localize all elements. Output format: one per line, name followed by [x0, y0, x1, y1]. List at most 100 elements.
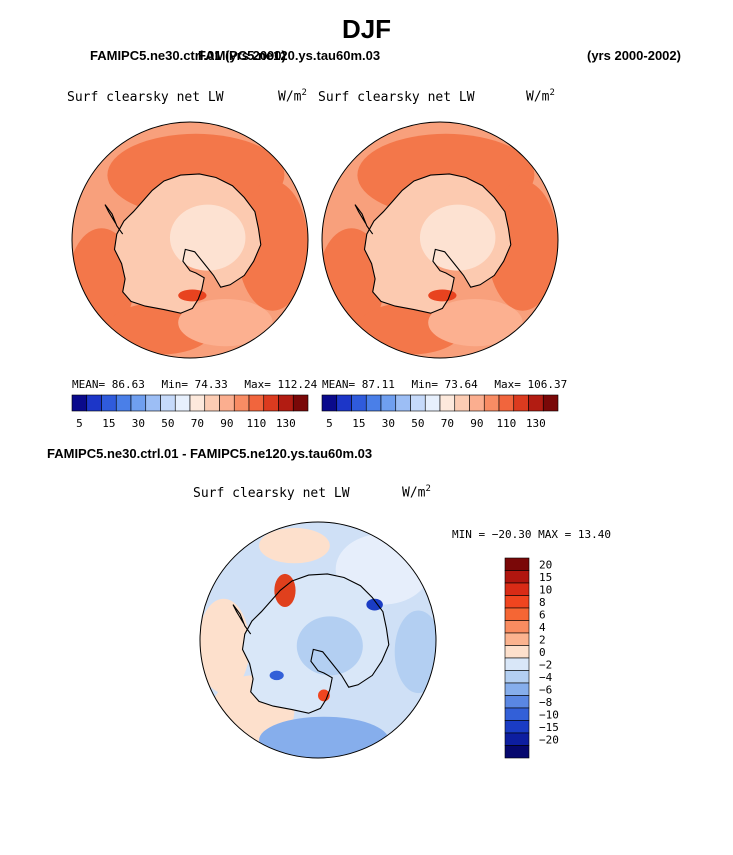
colorbar-cell: [504, 682, 530, 696]
colorbar-tick-label: −6: [539, 684, 552, 697]
colorbar-cell: [504, 707, 530, 721]
plateau-field: [419, 204, 496, 271]
colorbar-tick-label: 20: [539, 559, 552, 572]
colorbar-tick-label: −8: [539, 696, 552, 709]
colorbar-tick-label: 70: [441, 417, 454, 430]
colorbar-tick-label: 5: [326, 417, 333, 430]
map-border: [321, 121, 559, 359]
colorbar-cell: [395, 394, 411, 412]
field-band: [428, 299, 523, 347]
case-left-title: FAMIPC5.ne30.ctrl.01 (yrs 2000): [90, 48, 286, 63]
colorbar-tick-label: 130: [276, 417, 296, 430]
plateau-field: [169, 204, 246, 271]
panel-right-units-base: W/m: [526, 89, 550, 105]
peninsula-coastline: [354, 204, 374, 235]
colorbar-cell: [336, 394, 352, 412]
coastline: [113, 173, 262, 314]
colorbar-cell: [219, 394, 235, 412]
colorbar-cell: [160, 394, 176, 412]
colorbar-tick-label: 6: [539, 609, 546, 622]
case-right-years: (yrs 2000-2002): [587, 48, 681, 63]
colorbar-cell: [504, 720, 530, 734]
colorbar-cell: [439, 394, 456, 412]
colorbar-tick-label: −15: [539, 721, 559, 734]
colorbar-tick-label: 15: [102, 417, 115, 430]
colorbar-cell: [504, 670, 530, 684]
field-band: [259, 716, 389, 758]
stat-min-value: 73.64: [444, 378, 478, 391]
colorbar-cell: [504, 645, 530, 659]
colorbar-tick-label: 8: [539, 596, 546, 609]
colorbar-cell: [504, 570, 530, 584]
panel-left-units-base: W/m: [278, 89, 302, 105]
colorbar-tick-label: −10: [539, 709, 559, 722]
colorbar-cell: [504, 620, 530, 634]
colorbar-cell: [115, 394, 132, 412]
stat-max-value: 106.37: [527, 378, 568, 391]
case-left-name: FAMIPC5.ne30.ctrl.01: [90, 48, 222, 63]
colorbar-cell: [380, 394, 397, 412]
colorbar-tick-label: 90: [220, 417, 233, 430]
coastline: [363, 173, 512, 314]
colorbar-tick-label: 15: [539, 571, 552, 584]
colorbar-cell: [263, 394, 279, 412]
colorbar-cell: [248, 394, 265, 412]
stat-max-value: 112.24: [277, 378, 318, 391]
diff-variable: Surf clearsky net LW: [193, 486, 350, 501]
colorbar-cell: [410, 394, 426, 412]
polar-map-2: [321, 121, 559, 359]
colorbar-tick-label: 110: [246, 417, 266, 430]
colorbar-tick-label: 2: [539, 634, 546, 647]
panel-left-variable: Surf clearsky net LW: [67, 90, 224, 105]
panel-right-variable: Surf clearsky net LW: [318, 90, 475, 105]
colorbar-cell: [504, 657, 530, 671]
case-right-title: FAMIPC5.ne120.ys.tau60m.03: [198, 48, 381, 63]
colorbar-tick-label: −2: [539, 659, 552, 672]
case-left-years: (yrs 2000): [225, 48, 286, 63]
colorbar-cell: [504, 732, 530, 746]
colorbar-cell: [101, 394, 117, 412]
field-band: [178, 299, 273, 347]
map-field: [322, 122, 558, 358]
field-high: [178, 289, 207, 302]
colorbar-cell: [542, 394, 559, 412]
colorbar-cell: [424, 394, 441, 412]
colorbar-cell: [292, 394, 309, 412]
colorbar-tick-label: 4: [539, 621, 546, 634]
colorbar-cell: [71, 394, 88, 412]
colorbar-cell: [513, 394, 529, 412]
field-high: [428, 289, 457, 302]
plateau-field: [296, 616, 363, 676]
stat-min-label: Min=: [161, 378, 189, 391]
stat-max-label: Max=: [244, 378, 271, 391]
field-low: [366, 598, 383, 611]
map-border: [199, 521, 437, 759]
colorbar-tick-label: 30: [132, 417, 145, 430]
colorbar-cell: [504, 557, 530, 571]
diff-units: W/m2: [402, 484, 431, 500]
colorbar-tick-label: 30: [382, 417, 395, 430]
stat-mean-value: 87.11: [361, 378, 395, 391]
panel-left-stats: MEAN= 86.63 Min= 74.33 Max= 112.24: [72, 378, 317, 391]
colorbar-cell: [86, 394, 102, 412]
colorbar-tick-label: −4: [539, 671, 553, 684]
polar-map-1: [71, 121, 309, 359]
colorbar-horizontal-2: 5 15 30 50 70 90 110 130: [321, 394, 559, 430]
peninsula-coastline: [232, 604, 252, 635]
colorbar-cell: [321, 394, 338, 412]
panel-right-units: W/m2: [526, 88, 555, 104]
colorbar-tick-label: 130: [526, 417, 546, 430]
colorbar-cell: [504, 595, 530, 609]
colorbar-cell: [498, 394, 515, 412]
colorbar-tick-label: 10: [539, 584, 552, 597]
season-title: DJF: [341, 14, 392, 44]
panel-left-units: W/m2: [278, 88, 307, 104]
colorbar-tick-label: 50: [161, 417, 174, 430]
colorbar-cell: [528, 394, 544, 412]
colorbar-cell: [278, 394, 294, 412]
polar-map-3: [199, 521, 437, 759]
colorbar-cell: [504, 745, 530, 759]
field-band: [200, 598, 250, 694]
colorbar-cell: [204, 394, 220, 412]
